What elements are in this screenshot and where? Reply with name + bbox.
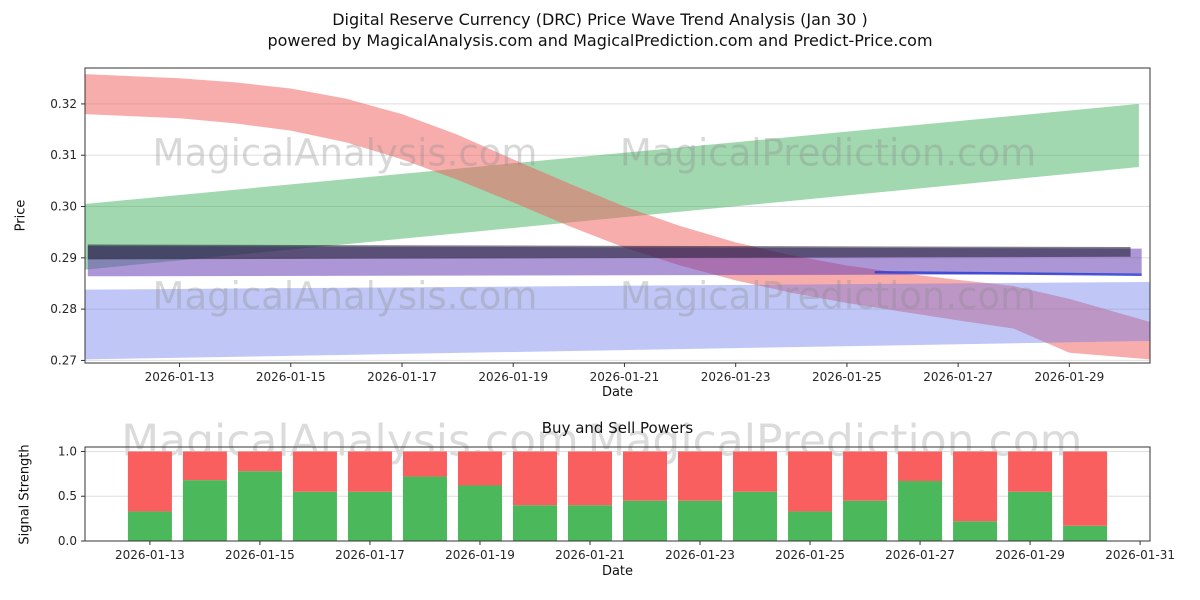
svg-text:1.0: 1.0: [58, 444, 77, 458]
signal-strength-axis-label-box: Signal Strength: [12, 434, 38, 554]
date-axis-label-top: Date: [601, 385, 634, 400]
svg-text:0.0: 0.0: [58, 534, 77, 548]
chart-title: Digital Reserve Currency (DRC) Price Wav…: [0, 10, 1200, 52]
svg-text:2026-01-27: 2026-01-27: [923, 370, 993, 384]
svg-text:2026-01-19: 2026-01-19: [478, 370, 548, 384]
svg-text:2026-01-19: 2026-01-19: [445, 548, 515, 562]
svg-text:2026-01-21: 2026-01-21: [590, 370, 660, 384]
svg-text:2026-01-15: 2026-01-15: [225, 548, 295, 562]
svg-text:0.28: 0.28: [50, 302, 77, 316]
svg-text:2026-01-17: 2026-01-17: [335, 548, 405, 562]
price-axis-label: Price: [13, 199, 29, 231]
svg-text:0.32: 0.32: [50, 97, 77, 111]
price-axis-label-box: Price: [8, 155, 34, 275]
svg-text:2026-01-17: 2026-01-17: [367, 370, 437, 384]
svg-text:0.27: 0.27: [50, 353, 77, 367]
svg-text:2026-01-23: 2026-01-23: [701, 370, 771, 384]
svg-text:2026-01-23: 2026-01-23: [665, 548, 735, 562]
svg-text:0.30: 0.30: [50, 200, 77, 214]
svg-text:2026-01-31: 2026-01-31: [1105, 548, 1175, 562]
svg-text:2026-01-25: 2026-01-25: [812, 370, 882, 384]
svg-text:2026-01-29: 2026-01-29: [995, 548, 1065, 562]
svg-text:2026-01-13: 2026-01-13: [115, 548, 185, 562]
svg-text:2026-01-13: 2026-01-13: [145, 370, 215, 384]
svg-text:0.29: 0.29: [50, 251, 77, 265]
svg-text:2026-01-27: 2026-01-27: [885, 548, 955, 562]
svg-text:2026-01-25: 2026-01-25: [775, 548, 845, 562]
chart-title-line2: powered by MagicalAnalysis.com and Magic…: [267, 30, 933, 50]
svg-text:2026-01-21: 2026-01-21: [555, 548, 625, 562]
svg-text:2026-01-29: 2026-01-29: [1034, 370, 1104, 384]
svg-text:0.31: 0.31: [50, 148, 77, 162]
date-axis-label-bottom: Date: [601, 564, 634, 579]
svg-text:0.5: 0.5: [58, 489, 77, 503]
bar-chart-title: Buy and Sell Powers: [541, 419, 694, 437]
chart-title-line1: Digital Reserve Currency (DRC) Price Wav…: [332, 10, 868, 29]
svg-text:2026-01-15: 2026-01-15: [256, 370, 326, 384]
signal-strength-axis-label: Signal Strength: [17, 443, 33, 545]
